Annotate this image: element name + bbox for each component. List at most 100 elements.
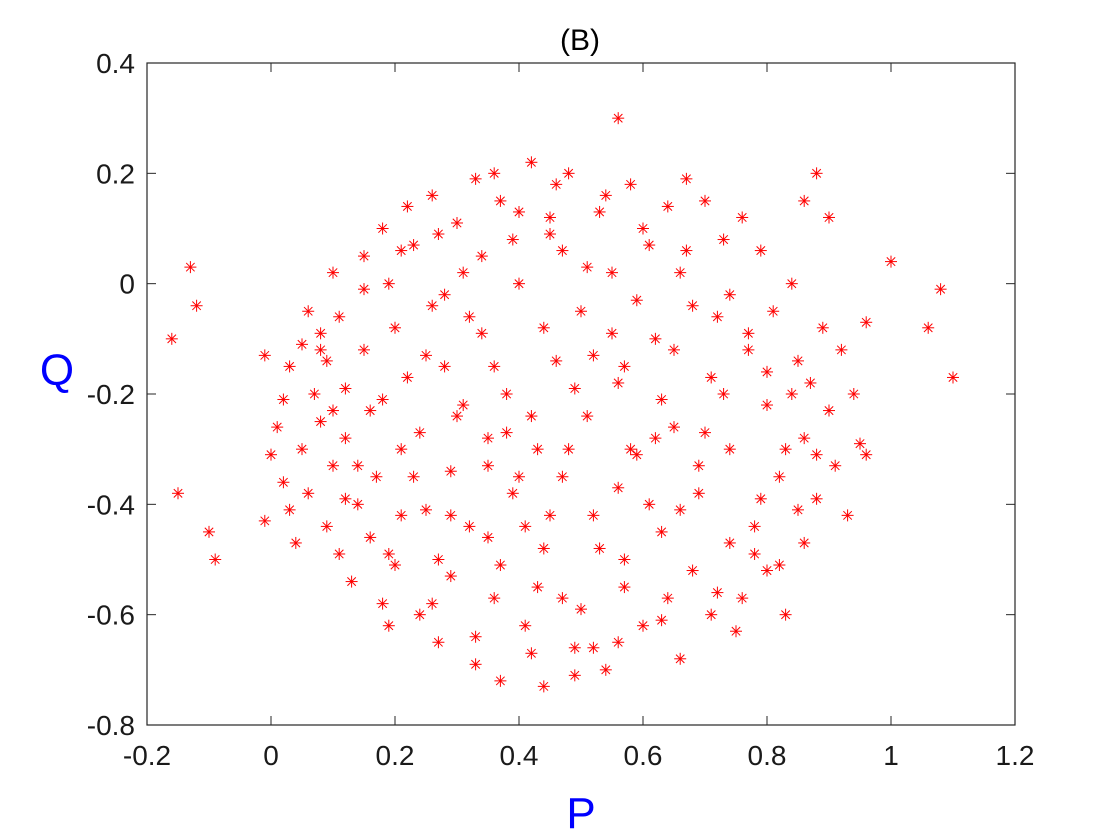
data-point <box>655 614 668 627</box>
data-point <box>798 194 811 207</box>
x-tick-label: 0.4 <box>500 740 539 771</box>
data-point <box>513 470 525 483</box>
data-point <box>283 503 296 516</box>
data-point <box>494 559 507 572</box>
data-point <box>451 410 463 423</box>
data-point <box>599 663 612 676</box>
data-point <box>519 619 532 632</box>
data-point <box>494 674 507 687</box>
data-point <box>482 459 494 472</box>
data-point <box>550 178 563 191</box>
data-point <box>562 443 575 456</box>
data-point <box>407 470 420 483</box>
data-point <box>575 305 587 318</box>
data-point <box>568 382 581 395</box>
data-point <box>643 239 656 252</box>
data-point <box>723 443 736 456</box>
data-point <box>457 266 470 279</box>
data-point <box>345 575 358 588</box>
data-point <box>432 636 445 649</box>
data-point <box>475 327 488 340</box>
data-point <box>494 194 507 207</box>
data-point <box>773 559 786 572</box>
data-point <box>649 332 662 345</box>
data-point <box>841 509 854 522</box>
data-point <box>537 542 550 555</box>
data-point <box>537 680 550 693</box>
data-point <box>413 608 426 621</box>
data-point <box>736 592 749 605</box>
data-point <box>463 310 476 323</box>
data-point <box>742 343 755 356</box>
data-point <box>655 393 668 406</box>
data-point <box>637 619 649 632</box>
data-point <box>823 211 835 224</box>
y-tick-label: 0 <box>119 269 135 300</box>
data-point <box>469 172 482 185</box>
data-point <box>630 294 643 307</box>
data-point <box>382 547 395 560</box>
y-tick-label: 0.4 <box>96 48 135 79</box>
data-point <box>531 443 544 456</box>
data-point <box>754 244 767 257</box>
data-point <box>618 581 631 594</box>
data-point <box>730 625 742 638</box>
data-point <box>531 581 544 594</box>
data-point <box>351 498 364 511</box>
data-point <box>587 349 600 362</box>
data-point <box>314 327 327 340</box>
data-point <box>711 586 724 599</box>
data-point <box>810 492 823 505</box>
data-point <box>339 492 352 505</box>
data-point <box>327 459 339 472</box>
y-axis-label: Q <box>40 346 74 395</box>
data-point <box>376 597 389 610</box>
data-point <box>556 592 569 605</box>
data-point <box>661 592 674 605</box>
data-point <box>606 327 618 340</box>
data-point <box>922 321 935 334</box>
data-point <box>457 399 470 412</box>
data-point <box>885 255 897 268</box>
data-point <box>500 388 513 400</box>
data-point <box>320 520 333 533</box>
data-point <box>593 542 606 555</box>
data-point <box>761 564 773 577</box>
data-point <box>587 509 600 522</box>
data-point <box>469 630 482 643</box>
data-point <box>544 211 556 224</box>
y-tick-label: -0.6 <box>87 600 135 631</box>
x-tick-label: -0.2 <box>123 740 171 771</box>
data-point <box>289 536 302 549</box>
x-tick-label: 1 <box>883 740 899 771</box>
data-point <box>736 211 749 224</box>
data-point <box>525 410 538 423</box>
data-point <box>209 553 222 566</box>
data-point <box>401 371 414 384</box>
data-point <box>314 343 327 356</box>
y-tick-label: -0.8 <box>87 710 135 741</box>
data-point <box>339 382 352 395</box>
data-point <box>358 283 370 296</box>
data-point <box>525 647 538 660</box>
data-point <box>618 553 631 566</box>
data-point <box>792 503 804 516</box>
data-point <box>835 343 848 356</box>
data-point <box>302 487 315 500</box>
data-point <box>568 641 581 654</box>
data-point <box>798 432 811 445</box>
data-point <box>258 514 271 527</box>
data-point <box>389 559 401 572</box>
data-point <box>451 216 463 229</box>
data-point <box>847 388 860 400</box>
data-point <box>661 200 674 213</box>
x-tick-label: 1.2 <box>996 740 1035 771</box>
data-point <box>587 641 600 654</box>
data-point <box>401 200 414 213</box>
data-point <box>506 233 519 246</box>
data-point <box>296 338 308 351</box>
x-tick-label: 0.8 <box>748 740 787 771</box>
axes-box <box>146 62 1016 726</box>
data-point <box>333 547 346 560</box>
data-point <box>488 360 501 373</box>
